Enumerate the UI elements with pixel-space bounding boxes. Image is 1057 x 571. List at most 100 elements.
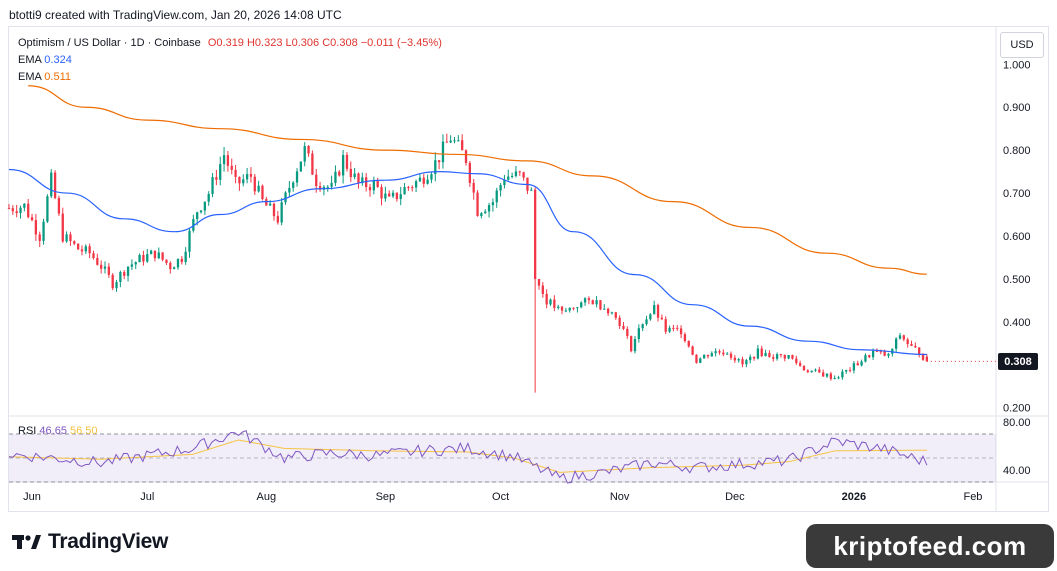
price-tick-label: 0.400 <box>1003 317 1031 329</box>
rsi-label[interactable]: RSI <box>18 425 37 437</box>
candle-body <box>388 193 391 197</box>
candle-body <box>111 274 114 289</box>
candle-body <box>30 217 34 221</box>
candle-body <box>211 177 214 194</box>
candle-body <box>384 193 387 199</box>
candle-body <box>722 352 725 355</box>
candle-body <box>411 187 414 189</box>
candle-body <box>192 219 195 231</box>
candle-body <box>230 165 233 170</box>
candle-body <box>449 140 452 143</box>
candle-body <box>783 354 786 359</box>
candle-body <box>660 317 664 320</box>
candle-body <box>142 254 145 262</box>
candle-body <box>391 192 395 197</box>
candle-body <box>434 160 437 175</box>
candle-body <box>791 355 794 359</box>
candle-body <box>399 194 402 200</box>
rsi-line <box>8 430 928 484</box>
price-tick-label: 0.500 <box>1003 274 1031 286</box>
candle-body <box>441 141 445 163</box>
currency-button[interactable]: USD <box>1000 32 1044 58</box>
candle-body <box>679 328 683 335</box>
candle-body <box>649 314 652 320</box>
candle-body <box>553 299 556 308</box>
candle-body <box>852 363 856 371</box>
candle-body <box>234 169 237 177</box>
candle-body <box>103 266 107 269</box>
symbol-label[interactable]: Optimism / US Dollar · 1D · Coinbase <box>18 37 201 49</box>
ema-slow-value: 0.511 <box>44 71 72 83</box>
candle-body <box>464 150 468 163</box>
ema-slow-label[interactable]: EMA <box>18 71 42 83</box>
candle-body <box>65 234 68 242</box>
candle-body <box>864 355 867 362</box>
candle-body <box>315 174 318 187</box>
candle-body <box>395 192 399 200</box>
rsi-ma-line <box>8 439 927 473</box>
candle-body <box>34 220 38 235</box>
last-price-tag: 0.308 <box>998 353 1038 370</box>
candle-body <box>472 182 475 193</box>
candle-body <box>718 351 721 353</box>
candle-body <box>599 300 602 310</box>
candle-body <box>507 176 510 180</box>
candle-body <box>503 179 506 186</box>
ema-slow-line <box>28 85 927 275</box>
candle-body <box>814 369 817 371</box>
candle-body <box>580 302 583 308</box>
candle-body <box>11 208 14 212</box>
candle-body <box>188 230 191 252</box>
candle-body <box>557 306 560 308</box>
candle-body <box>38 234 41 241</box>
candle-body <box>334 171 337 183</box>
candle-body <box>76 243 80 250</box>
candle-body <box>871 350 875 358</box>
candle-body <box>779 354 783 356</box>
candle-body <box>775 354 779 359</box>
candle-body <box>330 182 333 187</box>
candle-body <box>272 203 276 217</box>
time-tick-label: Dec <box>725 491 745 503</box>
tradingview-logo-icon <box>12 533 42 551</box>
candle-body <box>295 171 299 183</box>
candle-body <box>196 212 199 220</box>
candle-body <box>818 369 821 373</box>
candle-body <box>875 350 879 352</box>
candle-body <box>902 335 905 340</box>
candle-body <box>353 173 356 178</box>
candle-body <box>318 186 322 190</box>
candle-body <box>437 160 441 163</box>
candle-body <box>622 325 625 329</box>
candle-body <box>856 363 859 366</box>
candle-body <box>176 258 180 268</box>
candle-body <box>595 300 598 305</box>
candle-body <box>207 193 210 202</box>
tradingview-brand[interactable]: TradingView <box>12 530 168 554</box>
candle-body <box>772 357 775 359</box>
candle-body <box>668 327 671 332</box>
candle-body <box>92 253 95 259</box>
candle-body <box>787 355 790 359</box>
candle-body <box>729 353 733 358</box>
candle-body <box>88 246 91 254</box>
candle-body <box>430 174 433 180</box>
candle-body <box>284 192 287 203</box>
candle-body <box>199 210 203 213</box>
candle-body <box>514 171 518 176</box>
candle-body <box>376 180 379 188</box>
ema-fast-line <box>8 168 927 356</box>
candle-body <box>100 264 103 269</box>
candle-body <box>894 338 898 349</box>
candle-body <box>165 259 168 263</box>
candle-body <box>925 356 929 362</box>
candle-body <box>468 162 472 183</box>
candle-body <box>42 221 45 241</box>
candle-body <box>418 177 422 182</box>
candle-body <box>138 254 141 263</box>
ema-fast-label[interactable]: EMA <box>18 54 42 66</box>
candle-body <box>606 308 610 314</box>
candle-body <box>180 258 183 263</box>
candle-body <box>84 246 87 252</box>
